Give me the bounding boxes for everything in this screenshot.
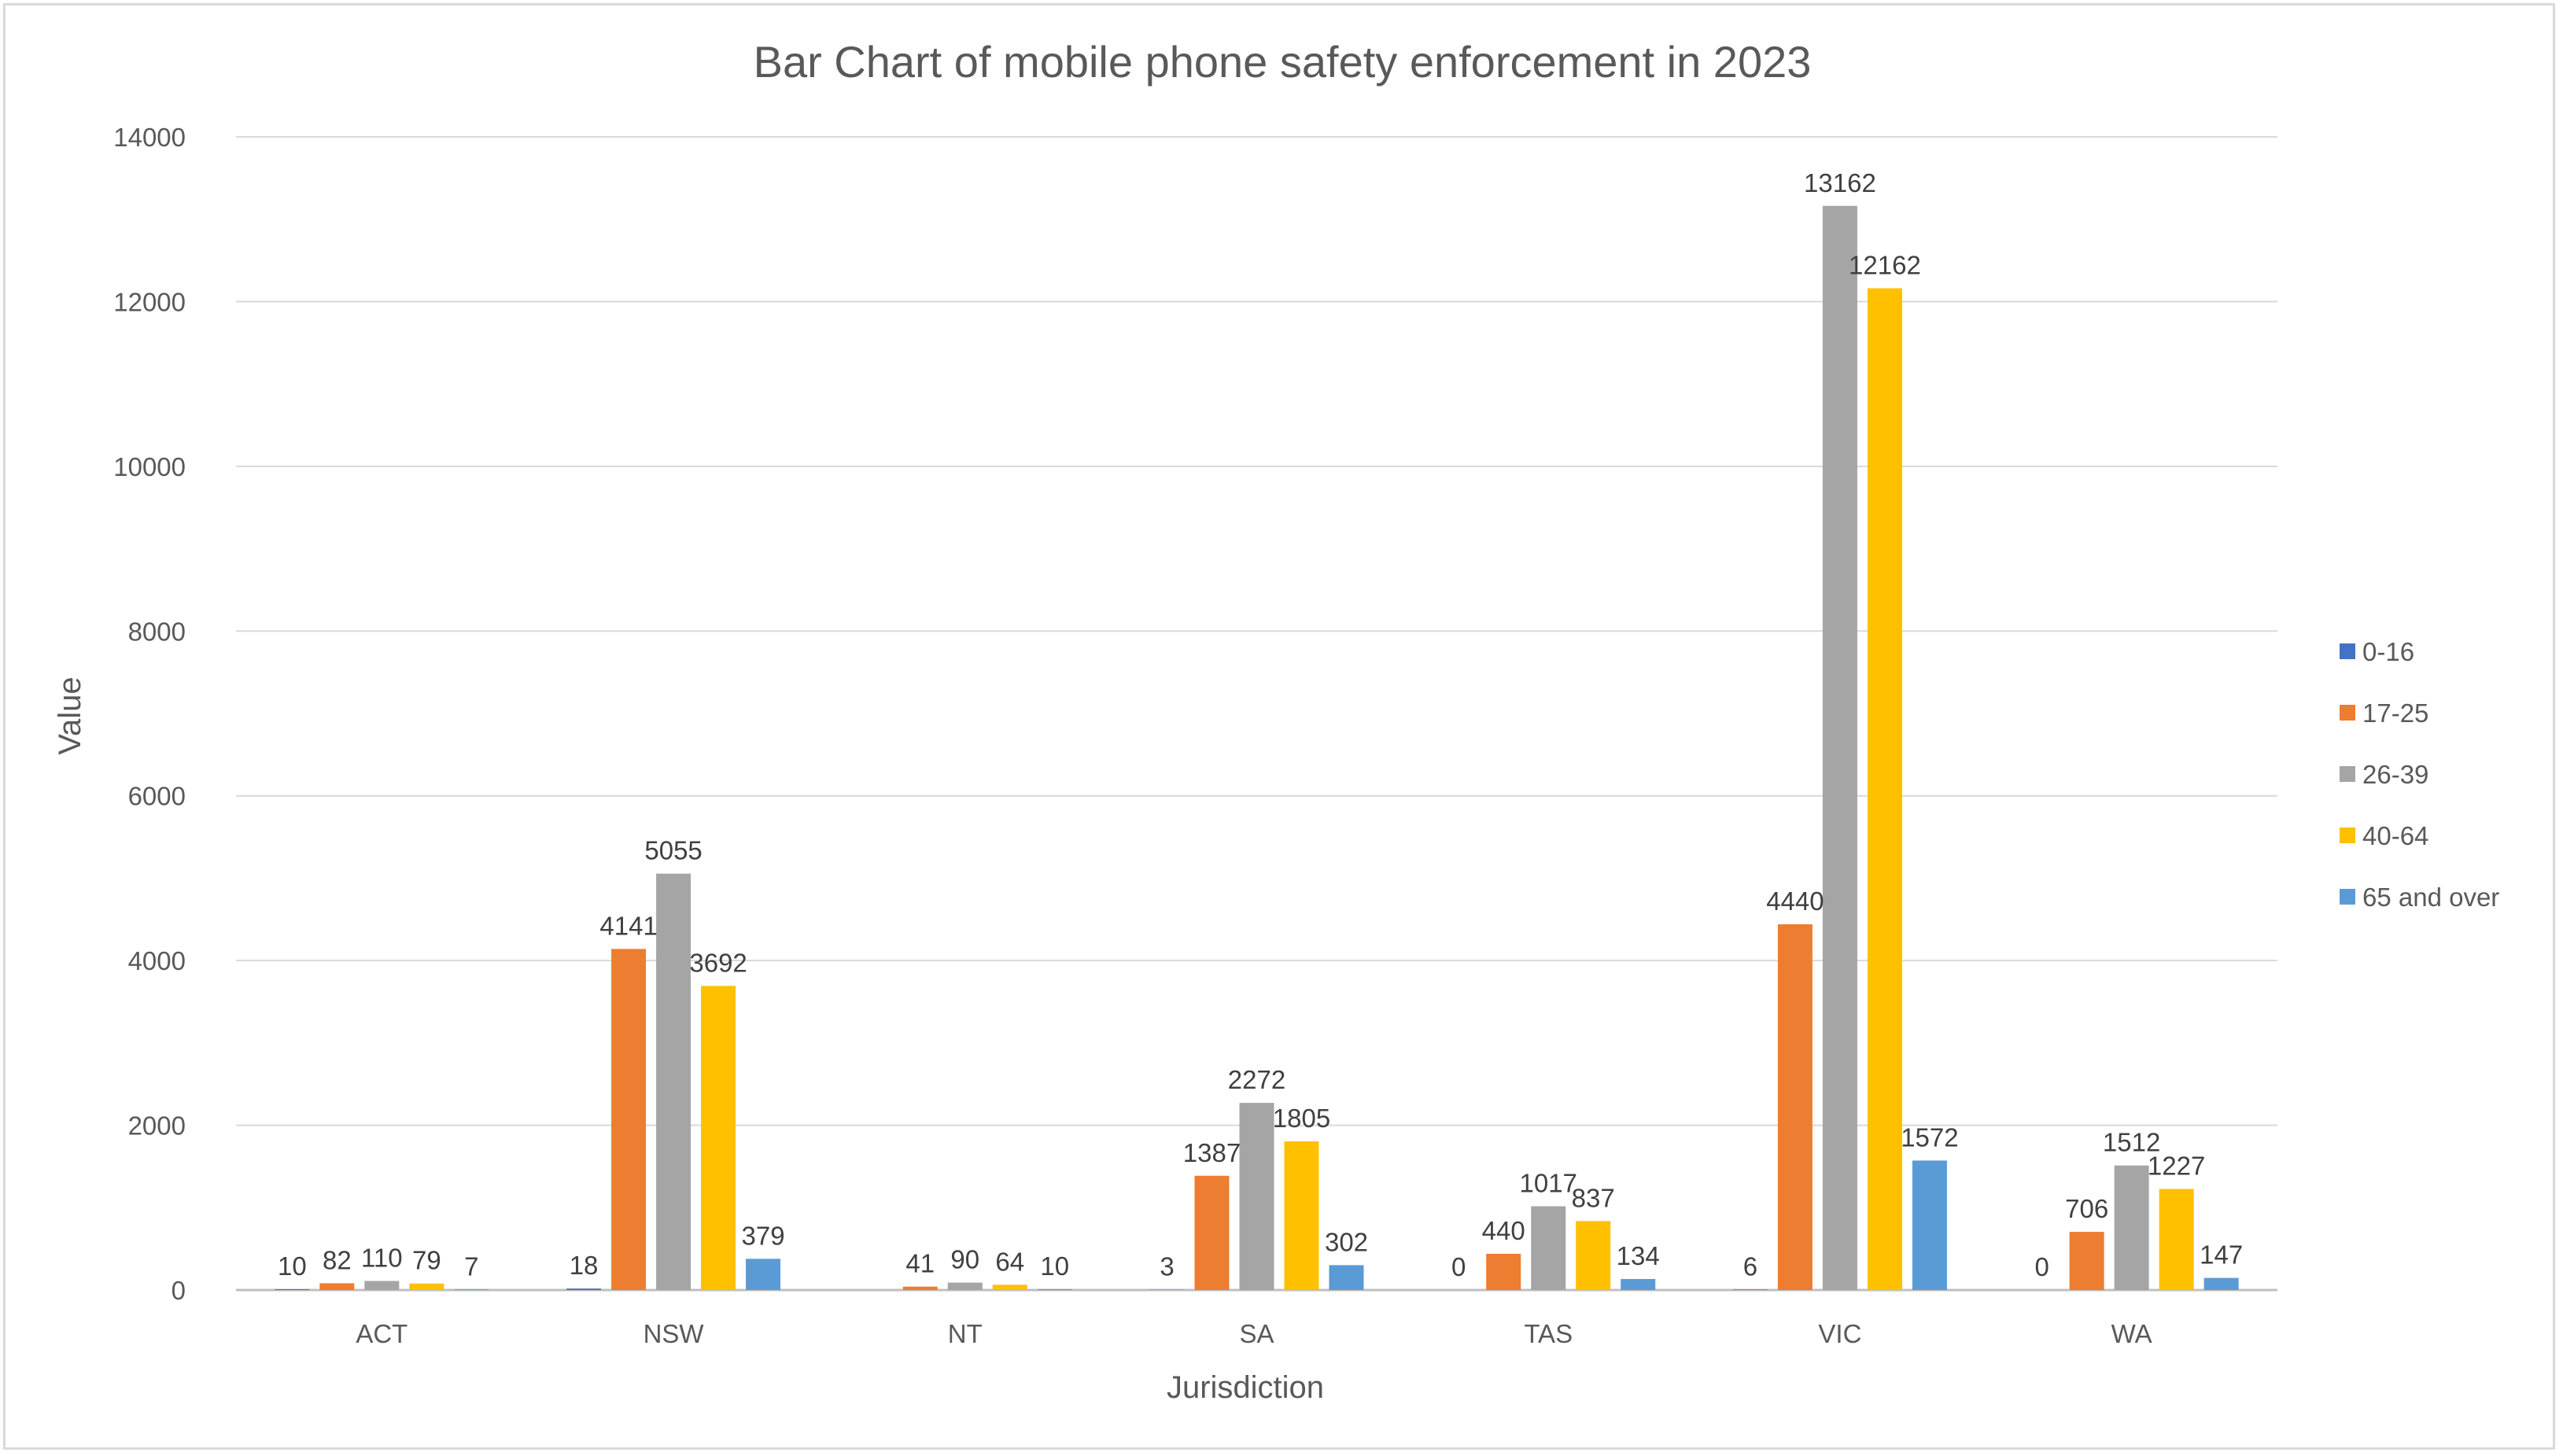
bar	[1621, 1278, 1656, 1290]
y-axis-title: Value	[53, 676, 87, 754]
x-tick-label: VIC	[1818, 1319, 1861, 1348]
bar	[746, 1259, 781, 1290]
x-tick-label: SA	[1239, 1319, 1274, 1348]
bar	[454, 1289, 489, 1290]
data-label: 12162	[1849, 250, 1921, 279]
data-label: 79	[412, 1246, 441, 1275]
bar	[409, 1283, 444, 1290]
y-axis-ticks: 0 2000 4000 6000 8000 10000 12000 14000	[113, 123, 186, 1305]
data-label: 90	[950, 1245, 979, 1274]
legend-swatch	[2340, 705, 2355, 721]
data-label: 41	[905, 1249, 935, 1278]
y-tick-label: 12000	[113, 287, 186, 316]
data-label: 64	[995, 1247, 1024, 1276]
bar	[275, 1288, 310, 1290]
data-label: 1017	[1520, 1169, 1577, 1198]
bar	[1777, 924, 1813, 1290]
data-label: 18	[570, 1251, 599, 1280]
data-label: 7	[464, 1251, 478, 1281]
y-tick-label: 0	[171, 1276, 186, 1305]
data-label: 4440	[1766, 887, 1824, 916]
data-label: 1227	[2148, 1152, 2205, 1181]
data-label: 10	[1040, 1251, 1069, 1281]
legend-label: 65 and over	[2362, 883, 2499, 912]
bar	[1486, 1253, 1521, 1290]
data-labels: 10 82 110 79 7 18 4141 5055 3692 379 41 90 64 10 3 1387…	[278, 168, 2243, 1281]
data-label: 110	[361, 1243, 403, 1272]
legend-label: 0-16	[2362, 637, 2414, 666]
legend-swatch	[2340, 889, 2355, 905]
data-label: 6	[1743, 1251, 1757, 1281]
data-label: 302	[1325, 1227, 1368, 1256]
data-label: 2272	[1228, 1065, 1285, 1094]
legend-swatch	[2340, 766, 2355, 782]
legend-label: 17-25	[2362, 699, 2428, 728]
data-label: 3692	[689, 948, 747, 977]
bar	[1531, 1206, 1566, 1290]
bar	[1284, 1141, 1319, 1290]
bar	[2159, 1189, 2194, 1290]
bar	[992, 1285, 1027, 1290]
x-tick-label: ACT	[356, 1319, 407, 1348]
bar	[656, 873, 691, 1290]
bar	[1576, 1221, 1611, 1290]
bar	[1194, 1175, 1230, 1290]
legend-swatch	[2340, 828, 2355, 843]
data-label: 837	[1572, 1183, 1615, 1212]
data-label: 0	[2034, 1252, 2049, 1281]
data-label: 82	[323, 1245, 352, 1274]
data-label: 440	[1482, 1216, 1525, 1245]
data-label: 13162	[1804, 168, 1876, 197]
bar	[947, 1282, 983, 1290]
bar	[1329, 1265, 1364, 1290]
bar	[611, 949, 647, 1290]
bar	[364, 1281, 400, 1290]
legend-label: 26-39	[2362, 760, 2428, 789]
y-tick-label: 2000	[128, 1111, 186, 1141]
data-label: 1387	[1183, 1138, 1241, 1167]
data-label: 147	[2200, 1240, 2243, 1270]
bar	[1867, 288, 1902, 1290]
legend-swatch	[2340, 643, 2355, 659]
data-label: 379	[742, 1221, 785, 1250]
x-axis-title: Jurisdiction	[1167, 1370, 1324, 1405]
legend: 0-16 17-25 26-39 40-64 65 and over	[2340, 637, 2499, 912]
bar	[2069, 1232, 2104, 1290]
x-tick-label: TAS	[1524, 1319, 1573, 1348]
y-tick-label: 14000	[113, 123, 186, 152]
y-tick-label: 8000	[128, 617, 186, 646]
bar	[319, 1283, 355, 1290]
bar	[1822, 205, 1857, 1290]
x-axis-ticks: ACT NSW NT SA TAS VIC WA	[356, 1319, 2152, 1348]
bar	[902, 1286, 938, 1290]
data-label: 3	[1160, 1252, 1174, 1281]
bar	[566, 1288, 602, 1290]
bars	[275, 205, 2239, 1290]
data-label: 0	[1451, 1252, 1466, 1281]
y-tick-label: 4000	[128, 946, 186, 975]
y-tick-label: 6000	[128, 782, 186, 811]
data-label: 5055	[644, 836, 702, 865]
data-label: 1572	[1901, 1122, 1958, 1152]
y-tick-label: 10000	[113, 452, 186, 481]
data-label: 10	[278, 1251, 307, 1281]
x-tick-label: WA	[2111, 1319, 2152, 1348]
bar	[1732, 1289, 1768, 1290]
data-label: 4141	[599, 911, 657, 940]
chart-title: Bar Chart of mobile phone safety enforce…	[754, 37, 1812, 87]
data-label: 1805	[1273, 1104, 1330, 1133]
data-label: 1512	[2103, 1128, 2160, 1157]
bar	[2203, 1277, 2239, 1290]
legend-label: 40-64	[2362, 821, 2428, 850]
bar	[701, 986, 736, 1290]
data-label: 134	[1617, 1241, 1660, 1270]
x-tick-label: NT	[948, 1319, 983, 1348]
bar	[1037, 1288, 1072, 1290]
bar	[1239, 1103, 1274, 1290]
bar	[1912, 1160, 1947, 1290]
bar	[2114, 1165, 2149, 1290]
x-tick-label: NSW	[644, 1319, 705, 1348]
data-label: 706	[2065, 1194, 2108, 1223]
